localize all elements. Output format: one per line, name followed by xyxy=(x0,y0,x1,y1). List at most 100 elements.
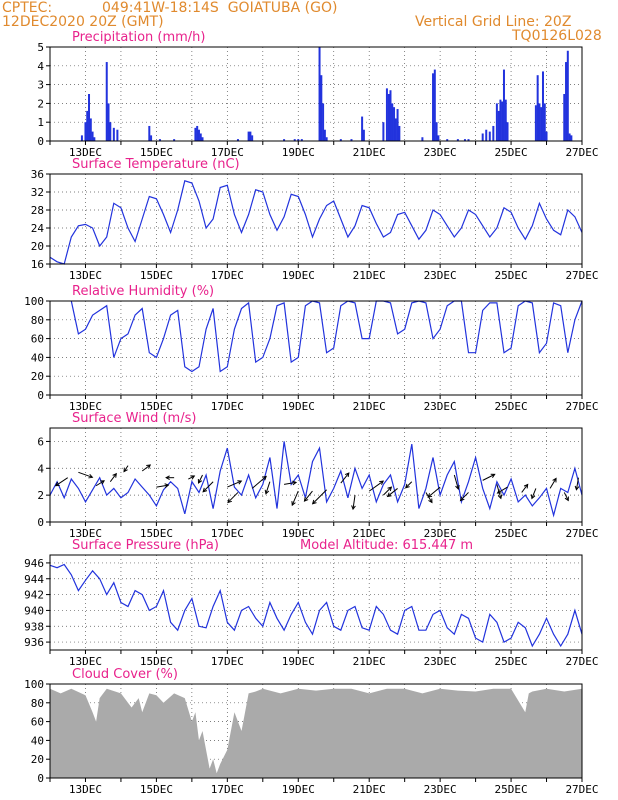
precip-bar xyxy=(318,47,321,141)
precip-xtick-label: 21DEC xyxy=(353,146,386,159)
precip-bar xyxy=(385,88,388,141)
wind-arrow-head xyxy=(291,501,296,507)
precip-title: Precipitation (mm/h) xyxy=(72,30,205,45)
wind-arrow xyxy=(405,481,413,489)
pres-xtick-label: 21DEC xyxy=(353,655,386,668)
precip-bar xyxy=(93,137,96,141)
precip-bar xyxy=(196,125,199,141)
precip-bar xyxy=(323,129,326,141)
wind-arrow-head xyxy=(497,494,503,500)
wind-xtick-label: 25DEC xyxy=(495,527,528,540)
precip-bar xyxy=(485,129,488,141)
precip-bar xyxy=(148,125,151,141)
wind-arrow-head xyxy=(405,483,410,489)
wind-arrow xyxy=(188,475,195,480)
precip-bar xyxy=(86,110,89,141)
precip-ytick-label: 5 xyxy=(37,41,44,54)
precip-bar xyxy=(116,129,119,141)
wind-arrow xyxy=(227,480,242,488)
cloud-xtick-label: 19DEC xyxy=(282,783,315,796)
cloud-xtick-label: 23DEC xyxy=(424,783,457,796)
precip-bar xyxy=(297,139,300,141)
precip-bar xyxy=(293,139,296,141)
wind-arrow-head xyxy=(202,487,208,493)
wind-arrow-head xyxy=(530,494,536,500)
temp-xtick-label: 13DEC xyxy=(69,269,102,282)
rh-ytick-label: 60 xyxy=(31,333,44,346)
cloud-xtick-label: 15DEC xyxy=(140,783,173,796)
wind-arrow-head xyxy=(88,473,94,479)
precip-bar xyxy=(393,107,396,141)
rh-line xyxy=(70,300,583,373)
wind-xtick-label: 19DEC xyxy=(282,527,315,540)
precip-bar xyxy=(545,131,548,141)
precip-ytick-label: 1 xyxy=(37,116,44,129)
pres-annotation: Model Altitude: 615.447 m xyxy=(300,538,473,553)
wind-arrow-head xyxy=(427,493,433,498)
precip-frame xyxy=(49,46,583,142)
wind-arrow xyxy=(497,486,508,494)
pres-xtick-label: 27DEC xyxy=(565,655,598,668)
wind-arrow-head xyxy=(496,489,502,494)
cloud-ytick-label: 60 xyxy=(31,716,44,729)
temp-panel xyxy=(46,173,583,268)
wind-arrow xyxy=(563,492,569,501)
precip-bar xyxy=(432,73,435,141)
wind-ytick-label: 0 xyxy=(37,516,44,529)
precip-bar xyxy=(88,94,91,141)
wind-arrow xyxy=(156,484,169,488)
pres-line xyxy=(49,563,583,648)
wind-arrow xyxy=(340,472,350,484)
wind-arrow xyxy=(291,490,299,506)
cloud-ytick-label: 0 xyxy=(37,772,44,785)
wind-arrow-head xyxy=(564,496,569,502)
precip-bar xyxy=(247,131,250,141)
rh-ytick-label: 40 xyxy=(31,351,44,364)
precip-xtick-label: 19DEC xyxy=(282,146,315,159)
precip-bar xyxy=(112,127,115,141)
wind-arrow xyxy=(227,492,239,503)
wind-arrow-head xyxy=(455,484,460,491)
precip-bar xyxy=(541,71,544,141)
precip-bar xyxy=(300,139,303,141)
precip-bar xyxy=(433,69,436,141)
cloud-xtick-label: 25DEC xyxy=(495,783,528,796)
wind-arrow-head xyxy=(311,499,317,505)
precip-bar xyxy=(538,103,541,141)
wind-arrow-head xyxy=(303,497,309,502)
precip-bar xyxy=(499,99,502,141)
wind-ytick-label: 2 xyxy=(37,489,44,502)
wind-line xyxy=(49,441,583,518)
pres-ytick-label: 936 xyxy=(24,636,44,649)
wind-xtick-label: 15DEC xyxy=(140,527,173,540)
wind-arrow xyxy=(460,492,469,501)
precip-bar xyxy=(387,94,390,141)
pres-xtick-label: 15DEC xyxy=(140,655,173,668)
precip-bar xyxy=(502,69,505,141)
precip-bar xyxy=(197,129,200,141)
temp-ytick-label: 24 xyxy=(31,222,45,235)
rh-xtick-label: 17DEC xyxy=(211,400,244,413)
precip-bar xyxy=(467,139,470,141)
wind-arrow-head xyxy=(165,475,170,481)
temp-xtick-label: 25DEC xyxy=(495,269,528,282)
precip-bar xyxy=(105,62,108,141)
wind-arrow xyxy=(95,480,105,487)
header-source: CPTEC: xyxy=(2,0,53,16)
wind-arrow-head xyxy=(386,492,392,498)
rh-ytick-label: 80 xyxy=(31,314,44,327)
header-grid-note: Vertical Grid Line: 20Z xyxy=(415,14,572,30)
precip-bar xyxy=(463,139,466,141)
temp-ytick-label: 20 xyxy=(31,240,44,253)
wind-xtick-label: 13DEC xyxy=(69,527,102,540)
rh-ytick-label: 0 xyxy=(37,389,44,402)
wind-arrow-head xyxy=(227,498,232,504)
cloud-ytick-label: 80 xyxy=(31,697,44,710)
precip-bar xyxy=(456,139,459,141)
wind-arrow xyxy=(251,476,267,489)
temp-ytick-label: 32 xyxy=(31,186,44,199)
wind-arrow-head xyxy=(197,478,203,484)
precip-xtick-label: 25DEC xyxy=(495,146,528,159)
precip-bar xyxy=(201,137,204,141)
precip-bar xyxy=(504,99,507,141)
